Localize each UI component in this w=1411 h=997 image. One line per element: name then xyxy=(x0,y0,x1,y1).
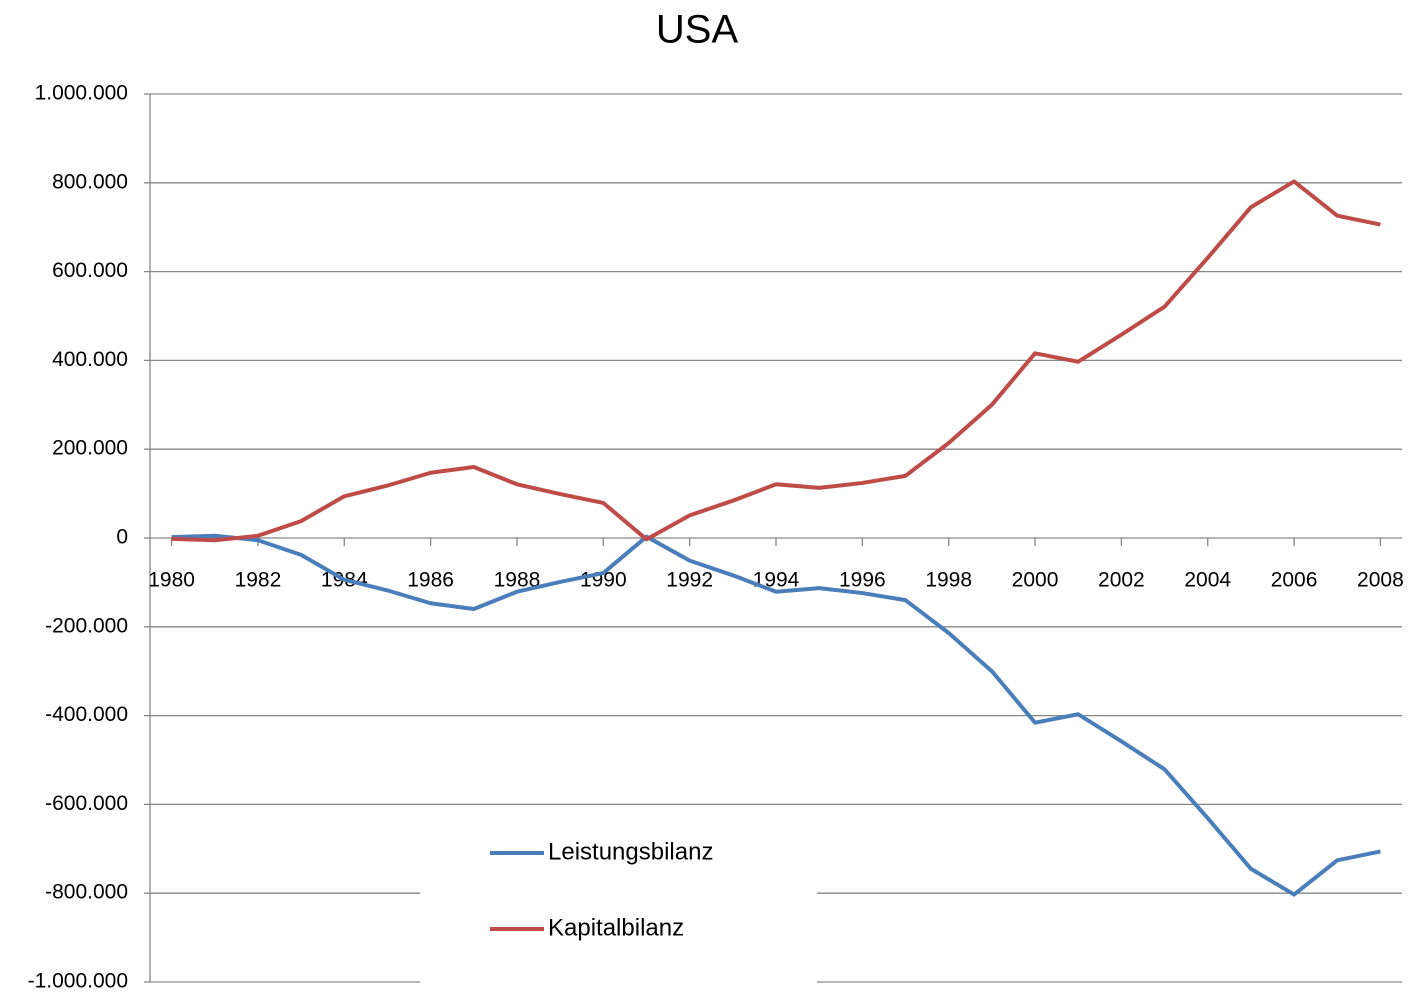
x-tick-label: 1986 xyxy=(407,569,454,592)
series-line xyxy=(171,533,1381,897)
y-tick-label: 600.000 xyxy=(52,259,128,282)
legend-box xyxy=(420,815,817,985)
y-tick-label: 1.000.000 xyxy=(35,82,128,105)
x-tick-label: 2000 xyxy=(1012,569,1059,592)
y-tick-label: 200.000 xyxy=(52,437,128,460)
y-tick-label: 800.000 xyxy=(52,170,128,193)
x-tick-label: 2006 xyxy=(1271,569,1318,592)
legend-label: Leistungsbilanz xyxy=(548,838,713,865)
y-tick-label: -800.000 xyxy=(45,881,128,904)
legend-label: Kapitalbilanz xyxy=(548,914,684,941)
x-tick-label: 1980 xyxy=(148,569,195,592)
x-tick-label: 1992 xyxy=(666,569,713,592)
y-tick-label: 400.000 xyxy=(52,348,128,371)
y-tick-label: 0 xyxy=(116,526,128,549)
x-tick-label: 2008 xyxy=(1357,569,1404,592)
x-tick-label: 2004 xyxy=(1184,569,1231,592)
x-tick-label: 1982 xyxy=(235,569,282,592)
x-tick-label: 2002 xyxy=(1098,569,1145,592)
series-line xyxy=(171,179,1381,543)
x-tick-label: 1996 xyxy=(839,569,886,592)
x-tick-label: 1988 xyxy=(494,569,541,592)
y-tick-label: -200.000 xyxy=(45,614,128,637)
y-tick-label: -400.000 xyxy=(45,703,128,726)
x-tick-label: 1998 xyxy=(925,569,972,592)
chart-title: USA xyxy=(656,8,739,52)
y-tick-label: -1.000.000 xyxy=(28,970,128,993)
x-tick-label: 1994 xyxy=(753,569,800,592)
y-tick-label: -600.000 xyxy=(45,792,128,815)
